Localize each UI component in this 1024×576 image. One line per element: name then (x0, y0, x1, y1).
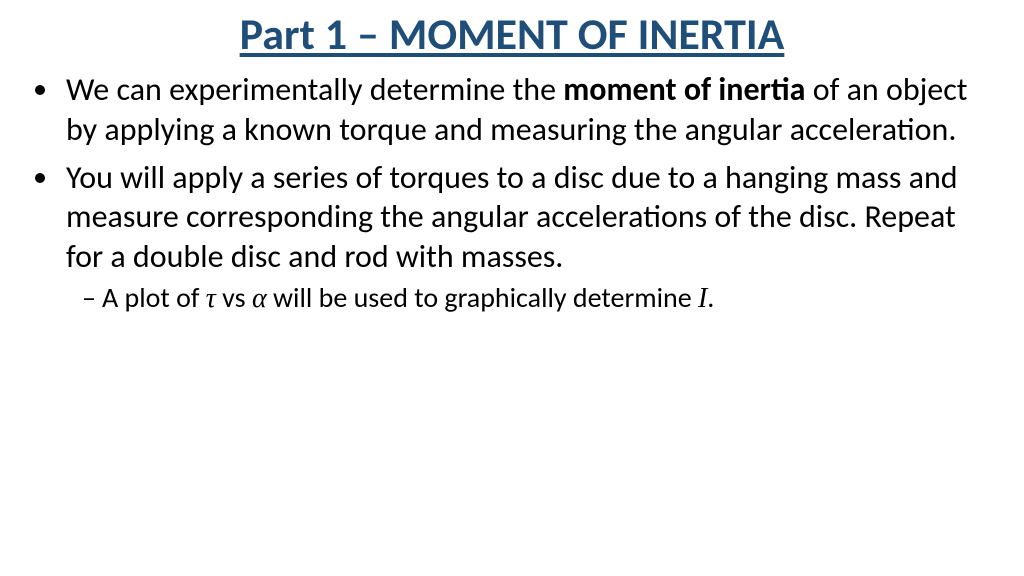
math-symbol: α (252, 283, 267, 314)
bullet-list: We can experimentally determine the mome… (28, 70, 996, 316)
body-text: You will apply a series of torques to a … (66, 158, 958, 276)
list-item: We can experimentally determine the mome… (62, 70, 996, 149)
body-text: vs (216, 280, 252, 315)
slide-title: Part 1 – MOMENT OF INERTIA (28, 10, 996, 58)
math-symbol: τ (206, 283, 216, 314)
body-text: will be used to graphically determine (267, 280, 698, 315)
math-symbol: I (698, 283, 707, 314)
body-text: We can experimentally determine the (66, 70, 563, 109)
slide: Part 1 – MOMENT OF INERTIA We can experi… (0, 0, 1024, 576)
sub-bullet-list: A plot of τ vs α will be used to graphic… (66, 281, 996, 317)
body-text: A plot of (102, 280, 206, 315)
sub-list-item: A plot of τ vs α will be used to graphic… (102, 281, 996, 317)
body-text: . (707, 280, 714, 315)
list-item: You will apply a series of torques to a … (62, 158, 996, 317)
bold-text: moment of inertia (563, 70, 805, 109)
